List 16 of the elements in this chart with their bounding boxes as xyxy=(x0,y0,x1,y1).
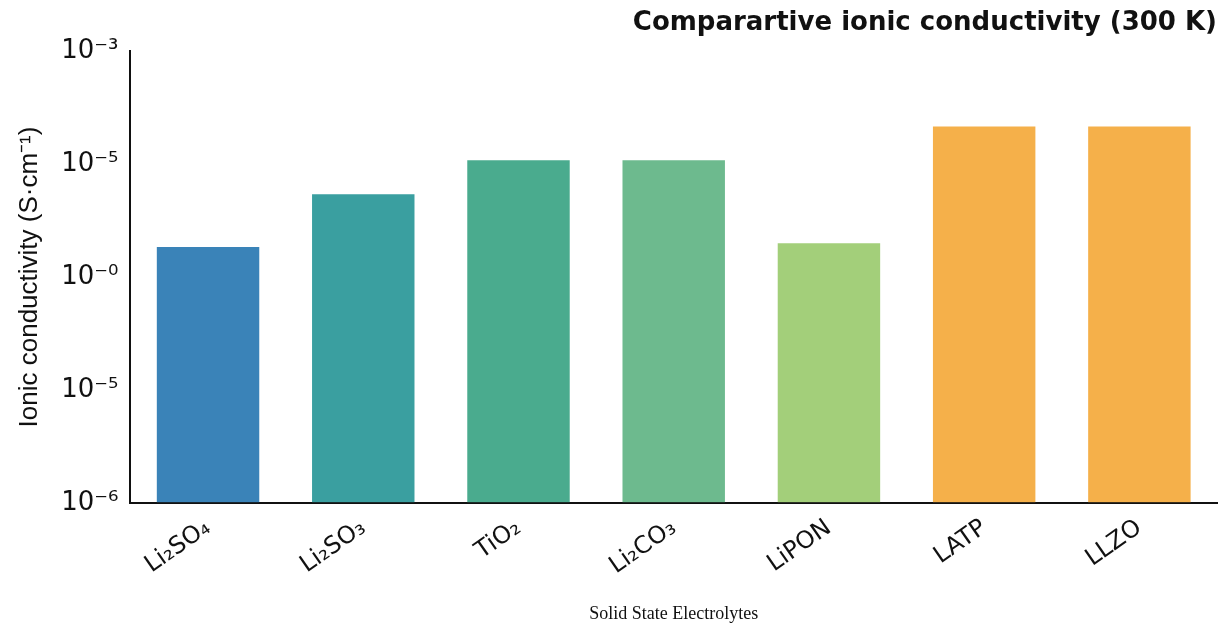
bar xyxy=(777,243,881,503)
text: 10⁻⁶ xyxy=(61,485,119,516)
text: 10⁻⁰ xyxy=(61,259,119,290)
text: 10⁻⁵ xyxy=(61,372,119,403)
bar xyxy=(467,160,570,503)
x-tick-label: TiO₂ xyxy=(468,512,526,565)
x-axis-title: Solid State Electrolytes xyxy=(589,602,759,623)
y-axis-title: Ionic conductivity (S·cm⁻¹) xyxy=(12,126,43,428)
bar xyxy=(312,194,415,503)
bar xyxy=(932,126,1036,503)
bar xyxy=(156,246,260,503)
bar xyxy=(1088,126,1191,503)
text: 10⁻³ xyxy=(61,33,119,64)
text: 10⁻⁵ xyxy=(61,146,119,177)
bar xyxy=(622,160,725,503)
chart-title: Comparartive ionic conductivity (300 K) xyxy=(632,6,1217,37)
